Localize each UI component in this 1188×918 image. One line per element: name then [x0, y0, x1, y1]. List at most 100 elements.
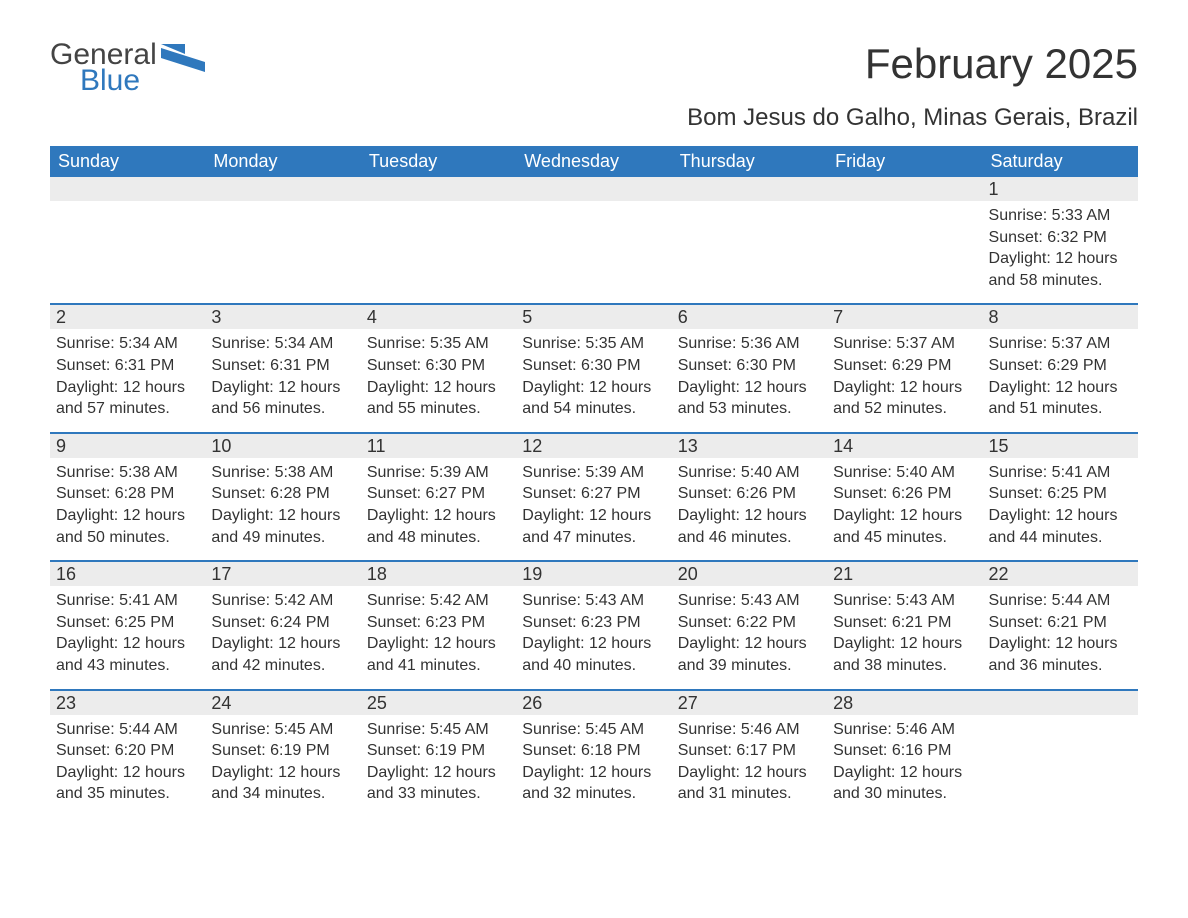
sunset-text: Sunset: 6:17 PM — [678, 740, 821, 762]
day-number: 19 — [516, 562, 671, 586]
day-details: Sunrise: 5:42 AMSunset: 6:24 PMDaylight:… — [205, 586, 360, 688]
daylight-text: Daylight: 12 hours and 47 minutes. — [522, 505, 665, 548]
sunrise-text: Sunrise: 5:40 AM — [678, 462, 821, 484]
day-details: Sunrise: 5:39 AMSunset: 6:27 PMDaylight:… — [516, 458, 671, 560]
sunset-text: Sunset: 6:25 PM — [56, 612, 199, 634]
sunset-text: Sunset: 6:27 PM — [367, 483, 510, 505]
sunrise-text: Sunrise: 5:38 AM — [211, 462, 354, 484]
day-details: Sunrise: 5:35 AMSunset: 6:30 PMDaylight:… — [516, 329, 671, 431]
daylight-text: Daylight: 12 hours and 43 minutes. — [56, 633, 199, 676]
calendar-day — [361, 177, 516, 303]
day-number — [827, 177, 982, 201]
day-details: Sunrise: 5:45 AMSunset: 6:19 PMDaylight:… — [205, 715, 360, 817]
day-details: Sunrise: 5:43 AMSunset: 6:21 PMDaylight:… — [827, 586, 982, 688]
sunrise-text: Sunrise: 5:43 AM — [833, 590, 976, 612]
calendar-day — [50, 177, 205, 303]
day-number: 11 — [361, 434, 516, 458]
sunrise-text: Sunrise: 5:39 AM — [522, 462, 665, 484]
day-details: Sunrise: 5:42 AMSunset: 6:23 PMDaylight:… — [361, 586, 516, 688]
day-details: Sunrise: 5:43 AMSunset: 6:22 PMDaylight:… — [672, 586, 827, 688]
daylight-text: Daylight: 12 hours and 55 minutes. — [367, 377, 510, 420]
day-number: 12 — [516, 434, 671, 458]
calendar-day: 8Sunrise: 5:37 AMSunset: 6:29 PMDaylight… — [983, 305, 1138, 431]
sunset-text: Sunset: 6:30 PM — [522, 355, 665, 377]
day-details: Sunrise: 5:46 AMSunset: 6:16 PMDaylight:… — [827, 715, 982, 817]
weekday-header: Thursday — [672, 146, 827, 177]
day-number: 5 — [516, 305, 671, 329]
sunrise-text: Sunrise: 5:34 AM — [211, 333, 354, 355]
day-details: Sunrise: 5:40 AMSunset: 6:26 PMDaylight:… — [672, 458, 827, 560]
weekday-header: Wednesday — [516, 146, 671, 177]
sunset-text: Sunset: 6:31 PM — [211, 355, 354, 377]
day-number: 18 — [361, 562, 516, 586]
day-details: Sunrise: 5:38 AMSunset: 6:28 PMDaylight:… — [205, 458, 360, 560]
sunset-text: Sunset: 6:30 PM — [367, 355, 510, 377]
title-block: February 2025 Bom Jesus do Galho, Minas … — [687, 40, 1138, 132]
day-details: Sunrise: 5:36 AMSunset: 6:30 PMDaylight:… — [672, 329, 827, 431]
daylight-text: Daylight: 12 hours and 46 minutes. — [678, 505, 821, 548]
day-details: Sunrise: 5:37 AMSunset: 6:29 PMDaylight:… — [827, 329, 982, 431]
calendar-day: 4Sunrise: 5:35 AMSunset: 6:30 PMDaylight… — [361, 305, 516, 431]
sunset-text: Sunset: 6:27 PM — [522, 483, 665, 505]
sunset-text: Sunset: 6:21 PM — [833, 612, 976, 634]
day-number: 22 — [983, 562, 1138, 586]
sunset-text: Sunset: 6:18 PM — [522, 740, 665, 762]
weekday-header-row: Sunday Monday Tuesday Wednesday Thursday… — [50, 146, 1138, 177]
day-number: 17 — [205, 562, 360, 586]
sunrise-text: Sunrise: 5:42 AM — [367, 590, 510, 612]
weeks-container: 1Sunrise: 5:33 AMSunset: 6:32 PMDaylight… — [50, 177, 1138, 817]
daylight-text: Daylight: 12 hours and 32 minutes. — [522, 762, 665, 805]
sunrise-text: Sunrise: 5:46 AM — [833, 719, 976, 741]
sunrise-text: Sunrise: 5:35 AM — [522, 333, 665, 355]
day-number: 14 — [827, 434, 982, 458]
daylight-text: Daylight: 12 hours and 42 minutes. — [211, 633, 354, 676]
calendar-day: 24Sunrise: 5:45 AMSunset: 6:19 PMDayligh… — [205, 691, 360, 817]
weekday-header: Sunday — [50, 146, 205, 177]
daylight-text: Daylight: 12 hours and 33 minutes. — [367, 762, 510, 805]
calendar-day: 11Sunrise: 5:39 AMSunset: 6:27 PMDayligh… — [361, 434, 516, 560]
day-details: Sunrise: 5:35 AMSunset: 6:30 PMDaylight:… — [361, 329, 516, 431]
calendar-day: 28Sunrise: 5:46 AMSunset: 6:16 PMDayligh… — [827, 691, 982, 817]
daylight-text: Daylight: 12 hours and 56 minutes. — [211, 377, 354, 420]
day-number: 16 — [50, 562, 205, 586]
day-number: 6 — [672, 305, 827, 329]
calendar-day: 14Sunrise: 5:40 AMSunset: 6:26 PMDayligh… — [827, 434, 982, 560]
day-number: 7 — [827, 305, 982, 329]
sunset-text: Sunset: 6:26 PM — [678, 483, 821, 505]
daylight-text: Daylight: 12 hours and 51 minutes. — [989, 377, 1132, 420]
day-number: 26 — [516, 691, 671, 715]
weekday-header: Friday — [827, 146, 982, 177]
day-number — [205, 177, 360, 201]
calendar-week: 16Sunrise: 5:41 AMSunset: 6:25 PMDayligh… — [50, 560, 1138, 688]
day-details: Sunrise: 5:45 AMSunset: 6:18 PMDaylight:… — [516, 715, 671, 817]
weekday-header: Tuesday — [361, 146, 516, 177]
sunset-text: Sunset: 6:16 PM — [833, 740, 976, 762]
day-number: 25 — [361, 691, 516, 715]
day-number: 2 — [50, 305, 205, 329]
day-number: 24 — [205, 691, 360, 715]
day-details: Sunrise: 5:38 AMSunset: 6:28 PMDaylight:… — [50, 458, 205, 560]
logo-text: General Blue — [50, 40, 157, 96]
calendar-day: 1Sunrise: 5:33 AMSunset: 6:32 PMDaylight… — [983, 177, 1138, 303]
calendar-day: 2Sunrise: 5:34 AMSunset: 6:31 PMDaylight… — [50, 305, 205, 431]
calendar-day: 15Sunrise: 5:41 AMSunset: 6:25 PMDayligh… — [983, 434, 1138, 560]
sunset-text: Sunset: 6:32 PM — [989, 227, 1132, 249]
sunset-text: Sunset: 6:19 PM — [211, 740, 354, 762]
day-details: Sunrise: 5:44 AMSunset: 6:20 PMDaylight:… — [50, 715, 205, 817]
calendar-day: 20Sunrise: 5:43 AMSunset: 6:22 PMDayligh… — [672, 562, 827, 688]
header: General Blue February 2025 Bom Jesus do … — [50, 40, 1138, 132]
daylight-text: Daylight: 12 hours and 58 minutes. — [989, 248, 1132, 291]
calendar-day — [516, 177, 671, 303]
day-details: Sunrise: 5:40 AMSunset: 6:26 PMDaylight:… — [827, 458, 982, 560]
day-details: Sunrise: 5:46 AMSunset: 6:17 PMDaylight:… — [672, 715, 827, 817]
calendar: Sunday Monday Tuesday Wednesday Thursday… — [50, 146, 1138, 817]
daylight-text: Daylight: 12 hours and 49 minutes. — [211, 505, 354, 548]
sunrise-text: Sunrise: 5:43 AM — [678, 590, 821, 612]
sunset-text: Sunset: 6:22 PM — [678, 612, 821, 634]
day-number: 28 — [827, 691, 982, 715]
daylight-text: Daylight: 12 hours and 41 minutes. — [367, 633, 510, 676]
logo-flag-icon — [161, 44, 205, 72]
sunset-text: Sunset: 6:31 PM — [56, 355, 199, 377]
day-number: 23 — [50, 691, 205, 715]
calendar-day — [983, 691, 1138, 817]
